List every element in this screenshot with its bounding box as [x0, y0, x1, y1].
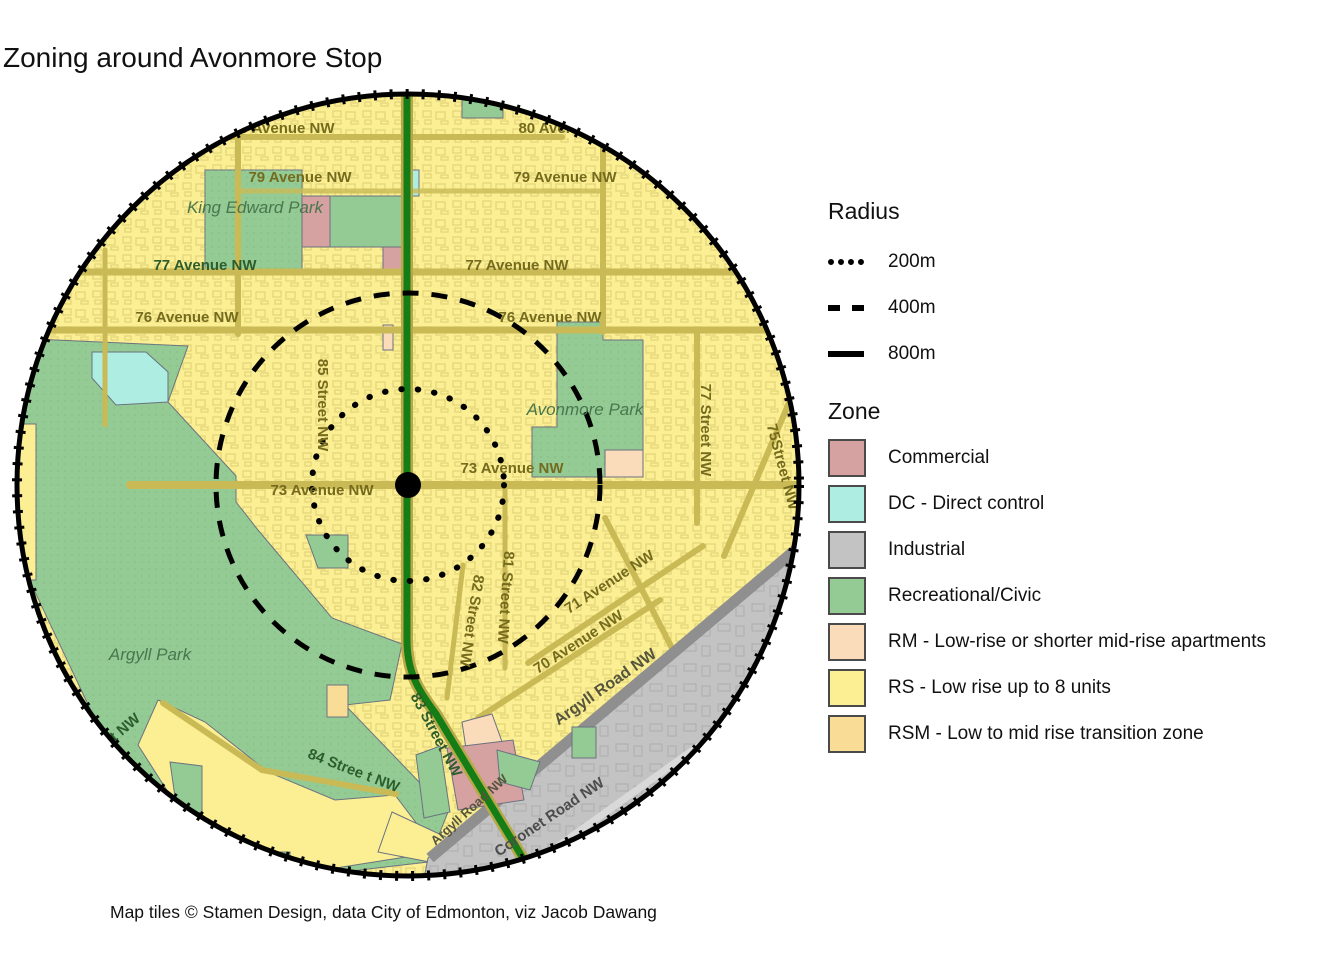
map-label: 76 Avenue NW: [498, 309, 602, 326]
road-84-street: [160, 700, 399, 797]
radius-item-label: 800m: [888, 343, 936, 364]
map-label: King Edward Park: [187, 198, 325, 217]
zone-legend-item-rm: RM - Low-rise or shorter mid-rise apartm…: [828, 623, 1266, 661]
road-71-avenue: [525, 543, 706, 666]
radius-legend: Radius 200m 400m 800m: [828, 198, 936, 377]
map-label: 79 Avenue NW: [248, 169, 352, 186]
color-swatch: [828, 623, 866, 661]
stop-marker: [395, 472, 421, 498]
zone-legend-item-commercial: Commercial: [828, 439, 1266, 477]
zone-rsm-patch: [326, 684, 349, 718]
zone-legend-item-industrial: Industrial: [828, 531, 1266, 569]
zone-item-label: RS - Low rise up to 8 units: [888, 677, 1111, 698]
road-82-street: [444, 562, 466, 701]
map-label: 76 Avenue NW: [135, 309, 239, 326]
zone-legend-item-recreational: Recreational/Civic: [828, 577, 1266, 615]
zone-rm-avonmore: [604, 449, 644, 478]
road-connector: [602, 515, 676, 653]
color-swatch: [828, 439, 866, 477]
color-swatch: [828, 715, 866, 753]
zone-item-label: DC - Direct control: [888, 493, 1045, 514]
radius-circle-200m: [309, 386, 507, 584]
zone-civic-industrial: [571, 726, 597, 759]
zone-legend-title: Zone: [828, 398, 881, 424]
road-75-street: [721, 395, 794, 559]
color-swatch: [828, 531, 866, 569]
zone-legend-item-rsm: RSM - Low to mid rise transition zone: [828, 715, 1266, 753]
radius-legend-item-200m: 200m: [828, 239, 936, 285]
zone-commercial-1: [301, 195, 331, 248]
radius-circle-400m: [213, 290, 603, 680]
color-swatch: [828, 577, 866, 615]
zone-rm-strip: [382, 324, 394, 351]
king-edward-park-texture: [205, 170, 302, 273]
zone-legend-item-dc: DC - Direct control: [828, 485, 1266, 523]
zone-civic-south-right: [496, 749, 541, 791]
attribution-caption: Map tiles © Stamen Design, data City of …: [110, 902, 657, 922]
radius-item-label: 400m: [888, 297, 936, 318]
zone-dc-argyll: [91, 351, 169, 406]
zone-civic-small: [305, 534, 349, 569]
map-label: 73 Avenue NW: [270, 482, 374, 499]
map-label: 77 Avenue NW: [153, 257, 257, 274]
zone-civic-south-left: [415, 745, 451, 819]
solid-line-key-icon: [828, 351, 864, 357]
road-70-avenue: [475, 597, 663, 721]
color-swatch: [828, 485, 866, 523]
map-label: Avonmore Park: [526, 400, 645, 419]
zone-item-label: RM - Low-rise or shorter mid-rise apartm…: [888, 631, 1266, 652]
page-title: Zoning around Avonmore Stop: [3, 42, 383, 73]
radius-legend-item-800m: 800m: [828, 331, 936, 377]
radius-legend-item-400m: 400m: [828, 285, 936, 331]
zone-legend-item-rs: RS - Low rise up to 8 units: [828, 669, 1266, 707]
radius-item-label: 200m: [888, 251, 936, 272]
zone-item-label: RSM - Low to mid rise transition zone: [888, 723, 1204, 744]
map-label: 77 Avenue NW: [465, 257, 569, 274]
zone-legend: Zone Commercial DC - Direct control Indu…: [828, 398, 1266, 761]
radius-legend-title: Radius: [828, 198, 900, 224]
map-label: 79 Avenue NW: [513, 169, 617, 186]
dashed-line-key-icon: [828, 305, 864, 311]
zone-item-label: Industrial: [888, 539, 966, 560]
radius-circle-800m-jagged-edge: [12, 89, 804, 881]
color-swatch: [828, 669, 866, 707]
zone-item-label: Recreational/Civic: [888, 585, 1042, 606]
zone-item-label: Commercial: [888, 447, 990, 468]
map-label: 77 Street NW: [697, 384, 714, 477]
zone-civic-school: [329, 195, 403, 248]
map-label: 73 Avenue NW: [460, 460, 564, 477]
map-label: Argyll Park: [108, 645, 193, 664]
map-label: 85 Street NW: [314, 359, 331, 452]
map-label: 81 Street NW: [494, 551, 517, 645]
dotted-line-key-icon: [828, 259, 864, 265]
